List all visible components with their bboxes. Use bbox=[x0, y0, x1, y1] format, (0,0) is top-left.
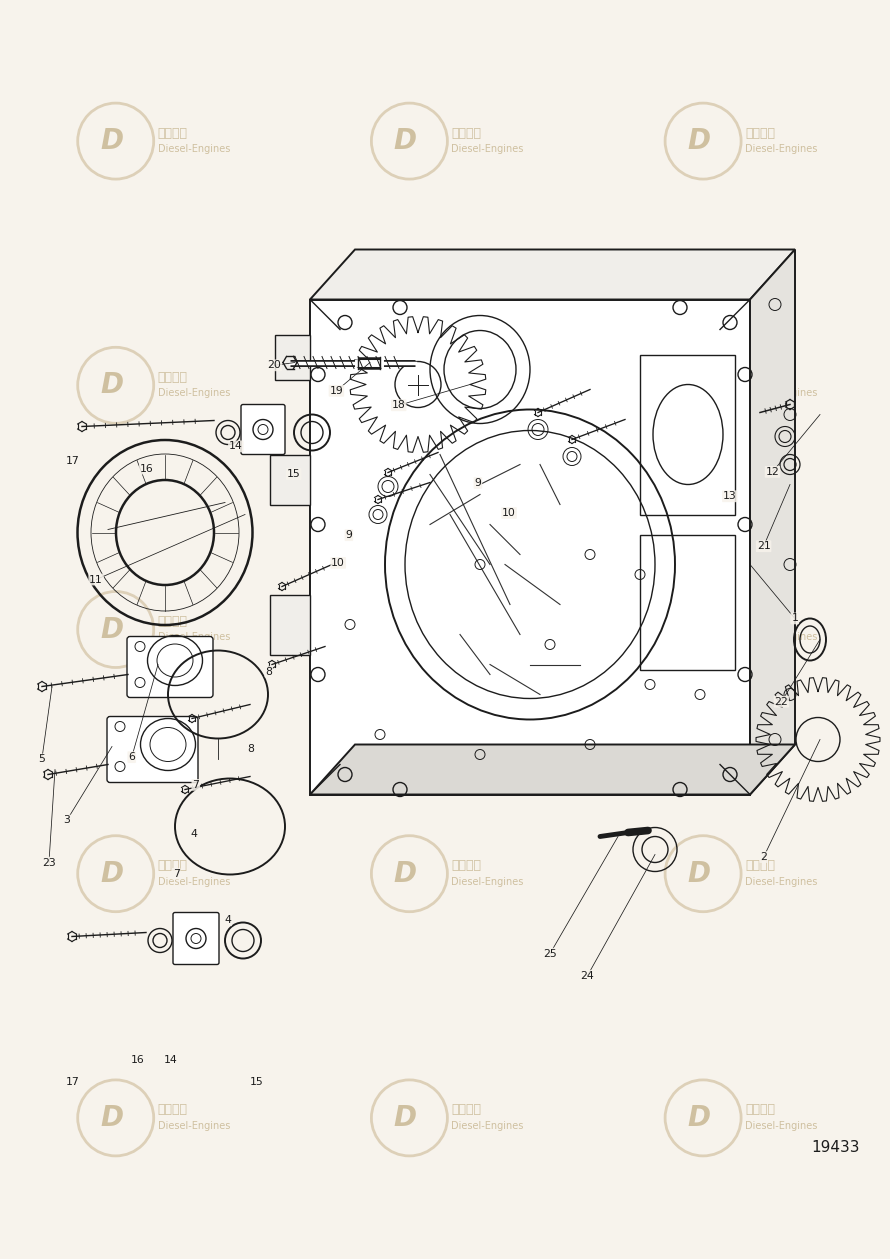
Text: Diesel-Engines: Diesel-Engines bbox=[158, 144, 231, 154]
Text: D: D bbox=[394, 860, 417, 888]
Polygon shape bbox=[310, 249, 795, 300]
Polygon shape bbox=[750, 249, 795, 794]
Text: 4: 4 bbox=[190, 828, 198, 838]
Text: 紫发动力: 紫发动力 bbox=[158, 859, 188, 872]
Text: 21: 21 bbox=[756, 541, 771, 551]
Text: D: D bbox=[101, 127, 123, 155]
Text: 14: 14 bbox=[229, 442, 243, 451]
Text: 11: 11 bbox=[89, 574, 103, 584]
Text: 18: 18 bbox=[392, 400, 406, 410]
Polygon shape bbox=[310, 300, 750, 794]
Text: 紫发动力: 紫发动力 bbox=[158, 1103, 188, 1117]
Text: 8: 8 bbox=[265, 667, 272, 676]
Text: 紫发动力: 紫发动力 bbox=[745, 614, 775, 628]
Text: D: D bbox=[101, 860, 123, 888]
Polygon shape bbox=[270, 594, 310, 655]
Text: 紫发动力: 紫发动力 bbox=[158, 614, 188, 628]
Text: 9: 9 bbox=[474, 478, 481, 488]
Text: 17: 17 bbox=[66, 456, 80, 466]
Text: 紫发动力: 紫发动力 bbox=[158, 127, 188, 140]
Text: 25: 25 bbox=[543, 948, 557, 958]
Text: 紫发动力: 紫发动力 bbox=[158, 371, 188, 384]
Text: 4: 4 bbox=[224, 915, 231, 925]
Text: Diesel-Engines: Diesel-Engines bbox=[451, 632, 524, 642]
Text: D: D bbox=[394, 371, 417, 399]
Text: 15: 15 bbox=[249, 1078, 263, 1088]
Text: D: D bbox=[101, 371, 123, 399]
Text: Diesel-Engines: Diesel-Engines bbox=[451, 1121, 524, 1131]
Text: D: D bbox=[101, 1104, 123, 1132]
Text: 24: 24 bbox=[580, 971, 595, 981]
Text: 紫发动力: 紫发动力 bbox=[745, 1103, 775, 1117]
Text: 紫发动力: 紫发动力 bbox=[451, 127, 481, 140]
Text: Diesel-Engines: Diesel-Engines bbox=[745, 632, 818, 642]
Text: 19: 19 bbox=[329, 385, 344, 395]
Text: 紫发动力: 紫发动力 bbox=[745, 127, 775, 140]
Text: 23: 23 bbox=[42, 857, 56, 867]
FancyBboxPatch shape bbox=[173, 913, 219, 964]
Text: 12: 12 bbox=[765, 467, 780, 477]
Text: 17: 17 bbox=[66, 1078, 80, 1088]
Text: 紫发动力: 紫发动力 bbox=[451, 614, 481, 628]
Text: 14: 14 bbox=[164, 1055, 178, 1065]
Text: D: D bbox=[394, 1104, 417, 1132]
Text: D: D bbox=[688, 371, 710, 399]
Text: Diesel-Engines: Diesel-Engines bbox=[451, 144, 524, 154]
Text: 15: 15 bbox=[287, 470, 301, 480]
Text: 5: 5 bbox=[38, 754, 45, 764]
Text: 6: 6 bbox=[128, 752, 135, 762]
Polygon shape bbox=[270, 454, 310, 505]
FancyBboxPatch shape bbox=[241, 404, 285, 454]
Text: 7: 7 bbox=[192, 779, 199, 789]
Text: 13: 13 bbox=[723, 491, 737, 501]
Text: Diesel-Engines: Diesel-Engines bbox=[158, 388, 231, 398]
Text: 10: 10 bbox=[502, 507, 516, 517]
Text: Diesel-Engines: Diesel-Engines bbox=[745, 876, 818, 886]
Text: 10: 10 bbox=[331, 558, 345, 568]
Text: 紫发动力: 紫发动力 bbox=[451, 371, 481, 384]
Text: D: D bbox=[688, 616, 710, 643]
Text: Diesel-Engines: Diesel-Engines bbox=[158, 1121, 231, 1131]
Text: 紫发动力: 紫发动力 bbox=[451, 859, 481, 872]
Bar bbox=[640, 355, 735, 515]
Text: Diesel-Engines: Diesel-Engines bbox=[745, 1121, 818, 1131]
FancyBboxPatch shape bbox=[107, 716, 198, 783]
Text: 紫发动力: 紫发动力 bbox=[745, 859, 775, 872]
Text: 紫发动力: 紫发动力 bbox=[745, 371, 775, 384]
Text: 16: 16 bbox=[140, 463, 154, 473]
Polygon shape bbox=[310, 744, 795, 794]
Text: 8: 8 bbox=[247, 744, 255, 754]
Text: Diesel-Engines: Diesel-Engines bbox=[158, 876, 231, 886]
Text: D: D bbox=[394, 616, 417, 643]
Text: 3: 3 bbox=[63, 816, 70, 826]
Text: 9: 9 bbox=[345, 530, 352, 540]
Text: Diesel-Engines: Diesel-Engines bbox=[451, 876, 524, 886]
Text: D: D bbox=[688, 860, 710, 888]
Text: Diesel-Engines: Diesel-Engines bbox=[158, 632, 231, 642]
Text: Diesel-Engines: Diesel-Engines bbox=[451, 388, 524, 398]
Text: 2: 2 bbox=[760, 852, 767, 862]
Text: 7: 7 bbox=[173, 869, 180, 879]
Text: 16: 16 bbox=[131, 1055, 145, 1065]
Bar bbox=[640, 535, 735, 670]
FancyBboxPatch shape bbox=[127, 637, 213, 697]
Polygon shape bbox=[275, 335, 310, 379]
Text: 1: 1 bbox=[791, 613, 798, 623]
Text: Diesel-Engines: Diesel-Engines bbox=[745, 144, 818, 154]
Text: 20: 20 bbox=[267, 360, 281, 370]
Text: 紫发动力: 紫发动力 bbox=[451, 1103, 481, 1117]
Text: D: D bbox=[688, 127, 710, 155]
Text: D: D bbox=[101, 616, 123, 643]
Text: 22: 22 bbox=[774, 696, 789, 706]
Text: Diesel-Engines: Diesel-Engines bbox=[745, 388, 818, 398]
Text: 19433: 19433 bbox=[812, 1139, 860, 1155]
Text: D: D bbox=[688, 1104, 710, 1132]
Text: D: D bbox=[394, 127, 417, 155]
